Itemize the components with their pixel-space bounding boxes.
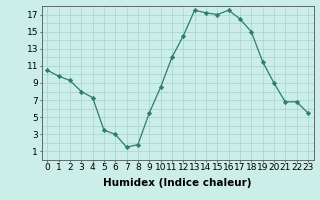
X-axis label: Humidex (Indice chaleur): Humidex (Indice chaleur) [103, 178, 252, 188]
